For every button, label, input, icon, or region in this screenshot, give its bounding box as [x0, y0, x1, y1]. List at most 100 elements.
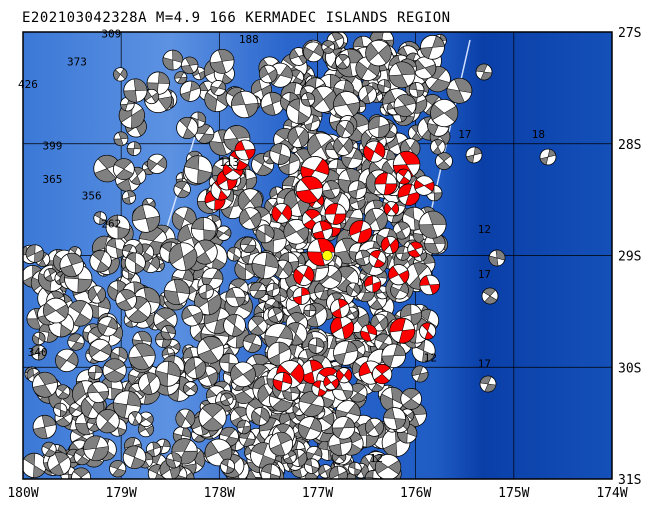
- focal-mechanism-beachball[interactable]: [126, 141, 142, 156]
- focal-mechanism-beachball[interactable]: [250, 406, 270, 426]
- focal-mechanism-beachball[interactable]: [479, 375, 497, 393]
- focal-mechanism-beachball[interactable]: [387, 278, 411, 302]
- focal-mechanism-beachball[interactable]: [198, 283, 214, 300]
- focal-mechanism-beachball[interactable]: [411, 173, 436, 198]
- focal-mechanism-beachball[interactable]: [295, 413, 326, 444]
- focal-mechanism-beachball[interactable]: [426, 94, 463, 131]
- focal-mechanism-beachball[interactable]: [122, 78, 148, 104]
- focal-mechanism-beachball[interactable]: [393, 166, 414, 187]
- focal-mechanism-beachball[interactable]: [218, 391, 235, 408]
- focal-mechanism-beachball[interactable]: [266, 341, 292, 367]
- focal-mechanism-beachball[interactable]: [327, 463, 351, 487]
- focal-mechanism-beachball[interactable]: [272, 371, 293, 392]
- focal-mechanism-beachball[interactable]: [164, 451, 183, 470]
- focal-mechanism-beachball[interactable]: [333, 365, 354, 386]
- focal-mechanism-beachball[interactable]: [364, 470, 381, 486]
- focal-mechanism-beachball[interactable]: [154, 360, 181, 387]
- focal-mechanism-beachball[interactable]: [362, 414, 388, 440]
- focal-mechanism-beachball[interactable]: [379, 341, 408, 370]
- focal-mechanism-beachball[interactable]: [39, 294, 73, 328]
- focal-mechanism-beachball[interactable]: [388, 317, 416, 345]
- focal-mechanism-beachball[interactable]: [121, 249, 149, 277]
- focal-mechanism-beachball[interactable]: [87, 381, 110, 404]
- focal-mechanism-beachball[interactable]: [333, 51, 353, 71]
- focal-mechanism-beachball[interactable]: [192, 331, 229, 368]
- focal-mechanism-beachball[interactable]: [236, 419, 252, 435]
- focal-mechanism-beachball[interactable]: [292, 286, 311, 305]
- focal-mechanism-beachball[interactable]: [381, 199, 401, 219]
- focal-mechanism-beachball[interactable]: [162, 277, 192, 307]
- focal-mechanism-beachball[interactable]: [319, 178, 343, 202]
- focal-mechanism-beachball[interactable]: [366, 114, 393, 141]
- focal-mechanism-beachball[interactable]: [321, 372, 342, 393]
- focal-mechanism-beachball[interactable]: [346, 217, 375, 246]
- focal-mechanism-beachball[interactable]: [52, 401, 69, 418]
- focal-mechanism-beachball[interactable]: [267, 141, 294, 168]
- focal-mechanism-beachball[interactable]: [174, 71, 188, 85]
- focal-mechanism-beachball[interactable]: [23, 242, 46, 265]
- focal-mechanism-beachball[interactable]: [171, 178, 193, 200]
- focal-mechanism-beachball[interactable]: [193, 398, 232, 437]
- focal-mechanism-beachball[interactable]: [159, 323, 178, 342]
- focal-mechanism-beachball[interactable]: [112, 130, 130, 148]
- focal-mechanism-beachball[interactable]: [218, 457, 237, 476]
- focal-mechanism-beachball[interactable]: [538, 147, 557, 166]
- focal-mechanism-beachball[interactable]: [28, 368, 62, 402]
- focal-mechanism-beachball[interactable]: [415, 207, 450, 242]
- focal-mechanism-beachball[interactable]: [85, 335, 116, 366]
- focal-mechanism-beachball[interactable]: [408, 82, 425, 98]
- focal-mechanism-beachball[interactable]: [178, 54, 201, 77]
- focal-mechanism-beachball[interactable]: [390, 219, 413, 242]
- focal-mechanism-beachball[interactable]: [251, 251, 280, 280]
- focal-mechanism-beachball[interactable]: [40, 440, 59, 459]
- focal-mechanism-beachball[interactable]: [428, 137, 448, 157]
- focal-mechanism-beachball[interactable]: [179, 302, 206, 329]
- focal-mechanism-beachball[interactable]: [309, 378, 330, 399]
- focal-mechanism-beachball[interactable]: [95, 313, 121, 339]
- focal-mechanism-beachball[interactable]: [347, 179, 368, 200]
- focal-mechanism-beachball[interactable]: [17, 449, 51, 483]
- focal-mechanism-beachball[interactable]: [416, 320, 439, 343]
- focal-mechanism-beachball[interactable]: [226, 357, 260, 391]
- focal-mechanism-beachball[interactable]: [146, 441, 162, 457]
- focal-mechanism-beachball[interactable]: [172, 113, 202, 143]
- focal-mechanism-beachball[interactable]: [179, 80, 202, 103]
- focal-mechanism-beachball[interactable]: [189, 235, 222, 268]
- focal-mechanism-beachball[interactable]: [366, 247, 389, 270]
- focal-mechanism-beachball[interactable]: [299, 91, 316, 108]
- focal-mechanism-beachball[interactable]: [235, 203, 265, 233]
- focal-mechanism-beachball[interactable]: [255, 224, 275, 244]
- focal-mechanism-beachball[interactable]: [180, 353, 210, 383]
- focal-mechanism-beachball[interactable]: [190, 216, 217, 243]
- focal-mechanism-beachball[interactable]: [112, 286, 141, 315]
- focal-mechanism-beachball[interactable]: [360, 204, 392, 236]
- focal-mechanism-beachball[interactable]: [303, 443, 325, 465]
- focal-mechanism-beachball[interactable]: [330, 132, 357, 159]
- focal-mechanism-beachball[interactable]: [104, 235, 129, 260]
- focal-mechanism-beachball[interactable]: [234, 139, 256, 161]
- focal-mechanism-beachball[interactable]: [417, 32, 447, 62]
- focal-mechanism-beachball[interactable]: [360, 35, 396, 71]
- focal-mechanism-beachball[interactable]: [126, 409, 145, 428]
- focal-mechanism-beachball[interactable]: [421, 230, 448, 257]
- focal-mechanism-beachball[interactable]: [66, 332, 86, 352]
- focal-mechanism-beachball[interactable]: [326, 312, 358, 344]
- focal-mechanism-beachball[interactable]: [291, 171, 329, 209]
- focal-mechanism-beachball[interactable]: [479, 285, 501, 307]
- focal-mechanism-beachball[interactable]: [68, 464, 95, 491]
- focal-mechanism-beachball[interactable]: [181, 153, 214, 186]
- focal-mechanism-beachball[interactable]: [443, 74, 476, 107]
- focal-mechanism-beachball[interactable]: [219, 310, 250, 341]
- focal-mechanism-beachball[interactable]: [85, 282, 109, 306]
- focal-mechanism-beachball[interactable]: [378, 233, 403, 258]
- focal-mechanism-beachball[interactable]: [302, 457, 321, 476]
- focal-mechanism-beachball[interactable]: [249, 281, 267, 299]
- focal-mechanism-beachball[interactable]: [173, 406, 198, 431]
- focal-mechanism-beachball[interactable]: [405, 239, 426, 260]
- focal-mechanism-beachball[interactable]: [29, 343, 49, 363]
- focal-mechanism-beachball[interactable]: [91, 405, 124, 438]
- focal-mechanism-beachball[interactable]: [259, 90, 287, 118]
- focal-mechanism-beachball[interactable]: [266, 282, 281, 297]
- focal-mechanism-beachball[interactable]: [419, 274, 440, 296]
- focal-mechanism-beachball[interactable]: [181, 379, 201, 399]
